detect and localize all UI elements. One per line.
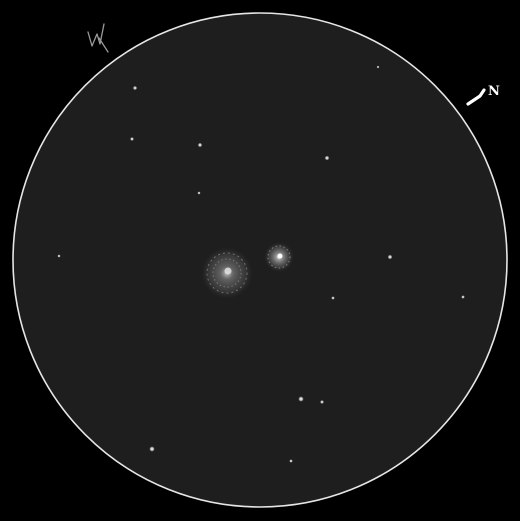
galaxy-large xyxy=(201,247,253,299)
star xyxy=(289,459,293,463)
star xyxy=(149,446,155,452)
west-indicator xyxy=(87,23,109,53)
north-arrow-icon xyxy=(466,88,486,106)
star xyxy=(331,296,335,300)
eyepiece-field xyxy=(12,12,508,508)
star xyxy=(197,191,201,195)
star xyxy=(298,396,304,402)
west-mark-icon xyxy=(87,23,109,53)
north-indicator: N xyxy=(466,84,500,106)
galaxy-small xyxy=(264,242,294,272)
star xyxy=(376,65,380,69)
star xyxy=(461,295,465,299)
star xyxy=(324,155,330,161)
star xyxy=(197,142,203,148)
star xyxy=(320,400,324,404)
star-field xyxy=(57,65,465,463)
star xyxy=(387,254,393,260)
star xyxy=(57,254,61,258)
star xyxy=(130,137,134,141)
north-label: N xyxy=(488,84,500,99)
star xyxy=(132,85,138,91)
